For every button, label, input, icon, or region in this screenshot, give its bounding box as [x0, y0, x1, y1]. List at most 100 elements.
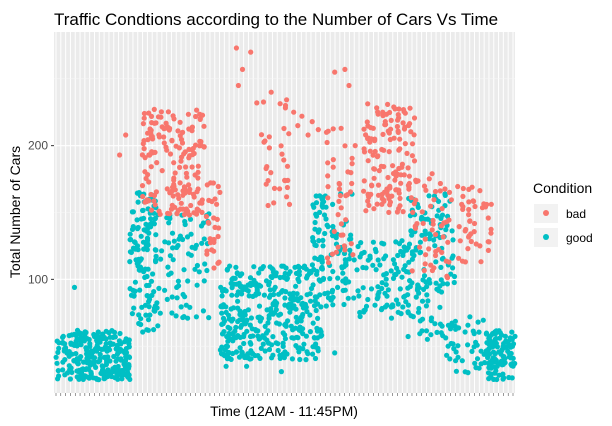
- point-good: [330, 201, 336, 207]
- point-good: [166, 220, 172, 226]
- point-good: [126, 354, 132, 360]
- point-good: [219, 310, 225, 316]
- point-good: [453, 368, 459, 374]
- point-good: [370, 239, 376, 245]
- point-good: [368, 286, 375, 292]
- point-bad: [149, 150, 155, 156]
- point-good: [313, 242, 319, 249]
- point-bad: [141, 115, 147, 121]
- point-bad: [254, 100, 260, 106]
- point-bad: [175, 128, 181, 134]
- point-good: [60, 367, 66, 373]
- point-good: [319, 254, 325, 260]
- point-bad: [336, 186, 343, 192]
- point-good: [159, 248, 165, 254]
- point-good: [101, 346, 107, 352]
- point-bad: [347, 189, 354, 195]
- point-good: [375, 294, 381, 300]
- point-bad: [379, 146, 385, 153]
- point-good: [101, 335, 107, 341]
- point-bad: [185, 111, 191, 117]
- point-good: [105, 367, 111, 373]
- point-good: [148, 216, 154, 222]
- point-good: [491, 376, 497, 382]
- point-good: [148, 278, 155, 284]
- point-good: [256, 303, 263, 309]
- point-bad: [172, 170, 178, 176]
- point-good: [314, 268, 320, 274]
- point-good: [56, 373, 62, 379]
- point-good: [393, 239, 399, 245]
- point-good: [425, 216, 431, 222]
- point-good: [434, 329, 440, 335]
- point-bad: [165, 109, 171, 115]
- point-bad: [330, 157, 336, 163]
- point-good: [309, 262, 315, 268]
- point-good: [490, 344, 496, 350]
- point-good: [449, 255, 455, 261]
- point-good: [330, 294, 336, 300]
- point-good: [462, 329, 468, 335]
- point-bad: [279, 151, 285, 157]
- point-good: [314, 335, 320, 341]
- point-bad: [161, 134, 167, 140]
- point-good: [54, 360, 60, 366]
- point-good: [151, 289, 157, 295]
- point-bad: [140, 121, 146, 127]
- point-bad: [161, 140, 167, 146]
- point-good: [508, 336, 514, 342]
- point-good: [297, 356, 303, 363]
- point-bad: [439, 206, 445, 212]
- point-good: [56, 345, 62, 351]
- point-good: [376, 289, 382, 295]
- point-bad: [364, 119, 370, 125]
- point-good: [496, 372, 502, 378]
- point-bad: [385, 101, 391, 107]
- point-good: [237, 345, 243, 351]
- point-bad: [397, 195, 403, 201]
- point-good: [433, 259, 439, 265]
- point-good: [127, 249, 133, 255]
- point-good: [323, 303, 329, 309]
- point-good: [384, 302, 390, 308]
- point-bad: [239, 66, 246, 72]
- point-bad: [343, 193, 349, 199]
- point-bad: [372, 136, 378, 142]
- point-good: [455, 343, 461, 349]
- point-bad: [207, 240, 213, 246]
- point-bad: [361, 149, 368, 155]
- point-bad: [167, 151, 174, 157]
- point-bad: [170, 193, 176, 199]
- point-bad: [178, 158, 184, 164]
- point-good: [105, 373, 111, 379]
- point-bad: [191, 194, 197, 200]
- point-bad: [197, 138, 203, 144]
- point-good: [251, 264, 257, 270]
- point-bad: [325, 160, 331, 166]
- point-good: [303, 333, 309, 339]
- point-good: [129, 209, 135, 215]
- point-bad: [349, 155, 355, 161]
- point-good: [486, 346, 492, 352]
- point-good: [55, 368, 61, 374]
- point-good: [488, 340, 494, 346]
- point-bad: [186, 182, 192, 188]
- point-bad: [365, 158, 371, 164]
- point-good: [83, 345, 89, 351]
- point-good: [509, 361, 516, 367]
- point-good: [296, 278, 302, 285]
- point-bad: [260, 99, 267, 105]
- point-bad: [375, 111, 381, 117]
- point-good: [351, 295, 357, 301]
- point-good: [427, 232, 433, 239]
- point-good: [262, 323, 268, 329]
- point-bad: [409, 268, 415, 274]
- point-good: [271, 291, 277, 298]
- point-bad: [375, 182, 382, 188]
- point-good: [69, 351, 75, 357]
- point-bad: [414, 221, 420, 227]
- point-good: [310, 282, 316, 288]
- point-good: [405, 292, 411, 298]
- point-good: [235, 298, 241, 304]
- point-good: [422, 228, 428, 234]
